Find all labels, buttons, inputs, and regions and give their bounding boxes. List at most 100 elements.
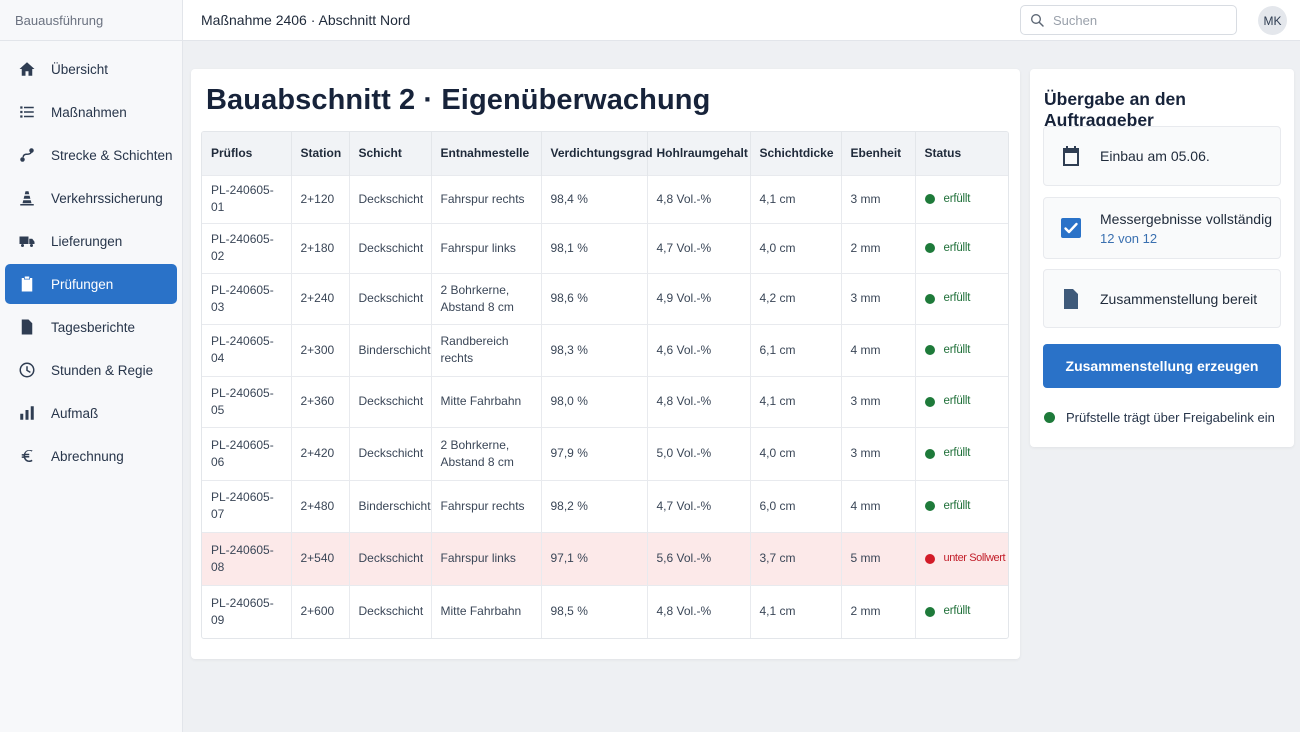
sidebar-item-verkehrssicherung[interactable]: Verkehrssicherung [5,178,177,218]
sidebar-item-strecke[interactable]: Strecke & Schichten [5,135,177,175]
cell-ebenheit: 5 mm [841,531,916,585]
cell-hohlraumgehalt: 5,0 Vol.-% [647,426,751,480]
sidebar-item-label: Übersicht [51,61,109,77]
column-header[interactable]: Prüflos [202,132,292,175]
clock-icon [17,360,37,380]
cell-schicht: Deckschicht [349,531,432,585]
cell-schicht: Deckschicht [349,584,432,638]
lab-note: Prüfstelle trägt über Freigabelink ein [1044,410,1275,425]
status-text: erfüllt [943,343,971,356]
status-dot [924,194,935,204]
cell-verdichtungsgrad: 98,1 % [541,222,648,273]
status-badge: erfüllt [924,240,1002,257]
handover-title: Übergabe an den Auftraggeber [1044,89,1186,130]
column-header[interactable]: Status [915,132,1008,175]
document-icon [1059,287,1083,311]
search-box[interactable] [1020,5,1237,35]
table-row[interactable]: PL-240605-03 2+240 Deckschicht 2 Bohrkerne,… [202,272,1008,324]
table-row[interactable]: PL-240605-05 2+360 Deckschicht Mitte Fahrba… [202,375,1008,427]
table-row[interactable]: PL-240605-06 2+420 Deckschicht 2 Bohrkerne,… [202,426,1008,480]
table-row[interactable]: PL-240605-02 2+180 Deckschicht Fahrspur lin… [202,222,1008,273]
column-header[interactable]: Entnahmestelle [431,132,542,175]
cell-prueflos: PL-240605-04 [202,323,292,376]
cell-entnahmestelle: Mitte Fahrbahn [431,375,542,427]
status-text: erfüllt [943,605,971,618]
cell-prueflos: PL-240605-05 [202,375,292,427]
status-dot [924,345,935,355]
cell-prueflos: PL-240605-08 [202,531,292,585]
status-dot [924,501,935,511]
cell-schichtdicke: 4,2 cm [750,272,842,324]
cell-verdichtungsgrad: 98,0 % [541,375,648,427]
cell-verdichtungsgrad: 98,6 % [541,272,648,324]
cell-prueflos: PL-240605-06 [202,426,292,480]
topbar: Maßnahme 2406 · Abschnitt Nord MK [183,0,1300,41]
lab-note-text: Prüfstelle trägt über Freigabelink ein [1066,410,1275,425]
cell-station: 2+540 [291,531,350,585]
search-icon [1031,14,1044,27]
step-progress: 12 von 12 [1100,230,1158,246]
cell-verdichtungsgrad: 98,4 % [541,174,648,223]
sidebar-item-lieferungen[interactable]: Lieferungen [5,221,177,261]
generate-compilation-button[interactable]: Zusammenstellung erzeugen [1043,344,1281,388]
table-row[interactable]: PL-240605-01 2+120 Deckschicht Fahrspur rec… [202,174,1008,223]
cell-station: 2+600 [291,584,350,638]
cell-hohlraumgehalt: 4,8 Vol.-% [647,375,751,427]
cell-prueflos: PL-240605-01 [202,174,292,223]
table-row[interactable]: PL-240605-04 2+300 Binderschicht Randbereic… [202,323,1008,376]
cell-ebenheit: 2 mm [841,222,916,273]
cell-schichtdicke: 6,1 cm [750,323,842,376]
cell-hohlraumgehalt: 5,6 Vol.-% [647,531,751,585]
column-header[interactable]: Ebenheit [841,132,916,175]
status-text: erfüllt [943,395,971,407]
cell-station: 2+360 [291,375,350,427]
cell-station: 2+420 [291,426,350,480]
cell-hohlraumgehalt: 4,7 Vol.-% [647,479,751,532]
cell-prueflos: PL-240605-02 [202,222,292,273]
euro-icon [17,446,37,466]
clipboard-icon [17,274,37,294]
sidebar-item-tagesberichte[interactable]: Tagesberichte [5,307,177,347]
sidebar-item-stunden[interactable]: Stunden & Regie [5,350,177,390]
search-input[interactable] [1053,12,1223,28]
sidebar-item-label: Lieferungen [51,233,123,249]
cell-verdichtungsgrad: 97,9 % [541,426,648,480]
cell-status: erfüllt [915,584,1008,638]
cell-station: 2+480 [291,479,350,532]
column-header[interactable]: Verdichtungsgrad [541,132,653,175]
step-label: Einbau am 05.06. [1100,148,1210,164]
table-header-row: Prüflos Station Schicht Entnahmestelle Verdi… [202,132,1008,175]
table-row[interactable]: PL-240605-07 2+480 Binderschicht Fahrspur r… [202,479,1008,532]
bar-chart-icon [17,403,37,423]
sidebar-item-aufmass[interactable]: Aufmaß [5,393,177,433]
step-zusammenstellung: Zusammenstellung bereit [1043,269,1281,328]
cell-verdichtungsgrad: 97,1 % [541,531,648,585]
column-header[interactable]: Schichtdicke [750,132,842,175]
cell-entnahmestelle: Fahrspur links [431,222,542,273]
avatar[interactable]: MK [1258,6,1287,35]
cell-status: erfüllt [915,426,1008,480]
table-row[interactable]: PL-240605-09 2+600 Deckschicht Mitte Fahrba… [202,584,1008,638]
sidebar-item-massnahmen[interactable]: Maßnahmen [5,92,177,132]
sidebar-item-label: Prüfungen [51,276,114,292]
cell-status: erfüllt [915,222,1008,273]
sidebar-item-label: Strecke & Schichten [51,147,173,163]
sidebar-item-abrechnung[interactable]: Abrechnung [5,436,177,476]
cell-ebenheit: 3 mm [841,174,916,223]
cell-status: unter Sollwert [915,531,1008,585]
column-header[interactable]: Station [291,132,350,175]
sidebar-item-pruefungen[interactable]: Prüfungen [5,264,177,304]
cell-station: 2+240 [291,272,350,324]
sidebar-item-uebersicht[interactable]: Übersicht [5,49,177,89]
column-header[interactable]: Hohlraumgehalt [647,132,751,175]
status-dot [924,293,935,304]
column-header[interactable]: Schicht [349,132,432,175]
cell-status: erfüllt [915,174,1008,223]
cell-entnahmestelle: Randbereich rechts [431,323,542,376]
table-row[interactable]: PL-240605-08 2+540 Deckschicht Fahrspur lin… [202,531,1008,585]
cell-station: 2+180 [291,222,350,273]
sidebar-item-label: Abrechnung [51,448,124,464]
status-dot [924,243,935,253]
sidebar-nav: Übersicht Maßnahmen Strecke & Schichten … [0,41,182,476]
cell-ebenheit: 4 mm [841,323,916,376]
